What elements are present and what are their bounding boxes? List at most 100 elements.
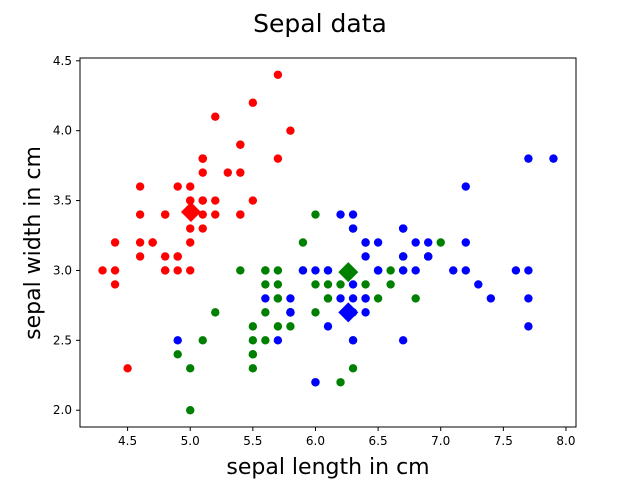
data-point-series-2 [273,266,283,275]
data-point-series-3 [348,280,358,289]
data-point-series-3 [524,266,533,275]
x-tick-label: 8.0 [556,434,575,448]
data-point-series-3 [524,294,533,303]
data-point-series-1 [248,98,258,107]
data-point-series-3 [361,294,370,303]
data-point-series-1 [273,70,283,79]
y-tick-label: 2.0 [53,403,72,417]
data-point-series-1 [248,196,258,205]
data-point-series-1 [160,266,170,275]
data-point-series-3 [449,266,458,275]
data-point-series-3 [524,322,533,331]
data-point-series-1 [211,196,220,205]
data-point-series-2 [273,322,283,331]
data-point-series-1 [236,210,245,219]
data-point-series-2 [298,238,308,247]
data-point-series-1 [198,196,207,205]
data-point-series-1 [135,182,145,191]
data-point-series-3 [348,336,358,345]
centroid-marker-3 [338,302,359,323]
data-point-series-2 [373,294,383,303]
data-point-series-1 [148,238,157,247]
data-point-series-1 [286,126,295,135]
data-point-series-3 [361,252,370,261]
data-point-series-3 [411,266,420,275]
data-point-series-3 [173,336,182,345]
data-point-series-3 [373,266,383,275]
data-point-series-2 [261,336,270,345]
data-point-series-1 [273,154,283,163]
data-point-series-1 [186,266,195,275]
data-point-series-1 [186,224,195,233]
data-point-series-3 [261,294,270,303]
data-point-series-3 [461,238,470,247]
data-point-series-3 [461,182,470,191]
data-point-series-1 [98,266,107,275]
data-point-series-3 [286,294,295,303]
data-point-series-1 [211,112,220,121]
data-point-series-1 [173,266,182,275]
centroid-marker-2 [338,262,359,283]
data-point-series-3 [273,336,283,345]
data-point-series-3 [336,210,345,219]
data-point-series-3 [348,210,358,219]
data-point-series-1 [173,252,182,261]
data-point-series-1 [223,168,232,177]
data-point-series-2 [248,364,258,373]
y-tick-label: 4.5 [53,54,72,68]
data-point-series-2 [261,308,270,317]
data-point-series-3 [373,238,383,247]
data-point-series-3 [361,308,370,317]
data-point-series-2 [336,378,345,387]
data-point-series-2 [186,364,195,373]
data-point-series-1 [160,210,170,219]
centroid-marker-1 [180,202,201,223]
data-point-series-1 [236,168,245,177]
x-tick-label: 5.5 [243,434,262,448]
y-axis-label: sepal width in cm [21,146,46,340]
data-point-series-1 [198,210,207,219]
data-point-series-2 [273,280,283,289]
data-point-series-3 [524,154,533,163]
data-point-series-3 [311,266,320,275]
data-point-series-3 [461,266,470,275]
x-tick-label: 6.0 [306,434,325,448]
data-point-series-1 [198,224,207,233]
data-point-series-1 [110,280,120,289]
data-point-series-1 [110,238,120,247]
data-point-series-1 [135,210,145,219]
data-point-series-3 [398,252,408,261]
data-point-series-2 [173,350,182,359]
chart-title: Sepal data [253,9,387,38]
data-point-series-1 [123,364,132,373]
data-point-series-3 [398,336,408,345]
data-point-series-2 [211,308,220,317]
data-point-series-2 [286,322,295,331]
data-point-series-3 [298,266,308,275]
data-point-series-2 [311,308,320,317]
x-tick-label: 7.5 [494,434,513,448]
data-point-series-2 [198,336,207,345]
axes-frame [79,57,577,428]
data-point-series-3 [311,378,320,387]
data-point-series-2 [311,280,320,289]
data-point-series-3 [286,308,295,317]
data-point-series-1 [186,238,195,247]
data-point-series-1 [198,168,207,177]
data-point-series-2 [348,364,358,373]
data-point-series-1 [135,238,145,247]
x-tick-label: 6.5 [369,434,388,448]
data-point-series-3 [336,294,345,303]
data-point-series-1 [236,140,245,149]
data-point-series-3 [511,266,521,275]
data-point-series-1 [186,196,195,205]
data-point-series-2 [261,280,270,289]
data-point-series-2 [261,266,270,275]
y-tick-label: 3.5 [53,194,72,208]
data-point-series-1 [198,154,207,163]
data-point-series-2 [311,210,320,219]
data-point-series-2 [323,280,333,289]
data-point-series-2 [248,350,258,359]
data-point-series-2 [323,294,333,303]
